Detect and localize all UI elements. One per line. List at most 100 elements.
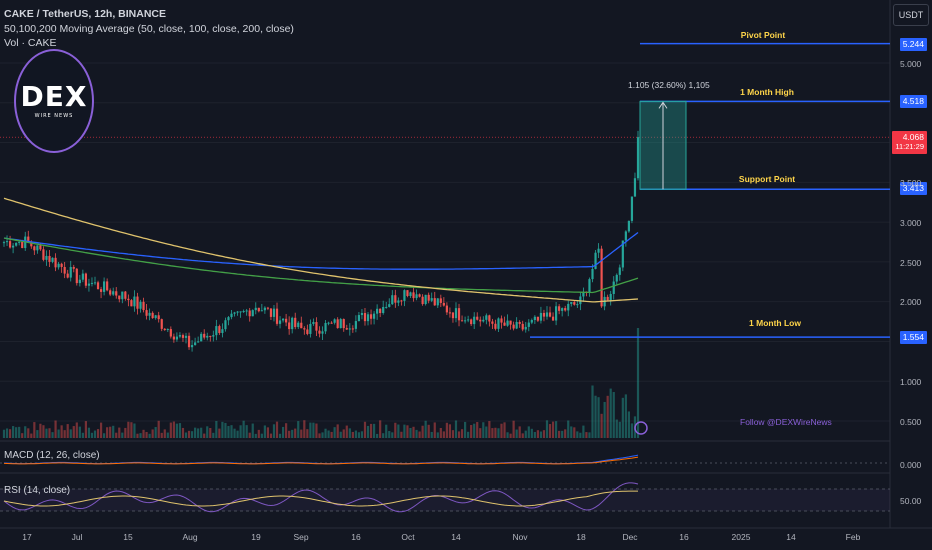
- candle: [272, 308, 276, 317]
- volume-bar: [491, 428, 494, 438]
- candle: [485, 315, 488, 320]
- candle: [551, 316, 555, 321]
- candle: [494, 323, 497, 329]
- candle: [366, 314, 370, 322]
- volume-bar: [239, 425, 242, 438]
- candle: [215, 326, 218, 336]
- candle: [63, 266, 66, 274]
- candle: [363, 312, 367, 322]
- volume-bar: [451, 430, 455, 438]
- volume-legend[interactable]: Vol · CAKE: [4, 37, 57, 49]
- volume-bar: [536, 430, 539, 438]
- candle: [294, 317, 297, 328]
- volume-bar: [54, 420, 57, 438]
- volume-bar: [106, 427, 109, 438]
- candle: [412, 292, 415, 299]
- volume-bar: [236, 430, 239, 438]
- volume-bar: [551, 421, 555, 438]
- volume-bar: [354, 430, 357, 438]
- rsi-label[interactable]: RSI (14, close): [4, 485, 71, 496]
- month-low-label: 1 Month Low: [749, 318, 801, 328]
- candle: [112, 291, 115, 295]
- candle: [394, 295, 397, 303]
- volume-bar: [69, 429, 72, 438]
- candle: [457, 308, 461, 321]
- y-tick: 2.500: [900, 258, 922, 268]
- candle: [424, 294, 427, 305]
- volume-bar: [406, 425, 409, 438]
- volume-bar: [318, 433, 321, 438]
- volume-bar: [263, 425, 266, 438]
- candle: [360, 312, 364, 316]
- volume-bar: [448, 424, 452, 438]
- volume-bar: [615, 419, 618, 438]
- volume-bar: [470, 425, 473, 438]
- candle: [573, 302, 576, 305]
- candle: [427, 294, 430, 301]
- volume-bar: [612, 392, 615, 438]
- candle: [130, 300, 133, 307]
- volume-bar: [121, 432, 124, 438]
- x-tick: Oct: [401, 532, 415, 542]
- volume-bar: [275, 421, 279, 438]
- currency-button[interactable]: USDT: [893, 4, 929, 26]
- volume-bar: [479, 428, 482, 438]
- dex-logo: DEX WIRE NEWS: [14, 49, 94, 153]
- volume-bar: [72, 426, 75, 438]
- ma-legend[interactable]: 50,100,200 Moving Average (50, close, 10…: [4, 23, 294, 35]
- volume-bar: [412, 426, 415, 438]
- volume-bar: [139, 433, 142, 438]
- volume-bar: [366, 425, 370, 438]
- volume-bar: [564, 429, 567, 438]
- candle: [554, 306, 558, 321]
- volume-bar: [506, 432, 509, 438]
- volume-bar: [527, 426, 530, 438]
- volume-bar: [385, 424, 388, 438]
- candle: [157, 315, 160, 320]
- volume-bar: [90, 432, 94, 438]
- volume-bar: [488, 421, 491, 438]
- volume-bar: [524, 430, 527, 438]
- volume-bar: [603, 401, 606, 438]
- volume-bar: [621, 397, 624, 438]
- candle: [5, 241, 9, 243]
- candle: [627, 220, 630, 232]
- volume-bar: [609, 388, 612, 438]
- volume-bar: [627, 411, 630, 438]
- y-tick: 0.500: [900, 417, 922, 427]
- candle: [184, 335, 188, 338]
- candle: [445, 305, 448, 313]
- candle: [345, 328, 348, 330]
- candle: [409, 292, 412, 296]
- candle: [212, 335, 215, 337]
- candle: [306, 329, 309, 334]
- candle: [154, 315, 157, 319]
- volume-bar: [254, 433, 257, 438]
- candle: [133, 296, 136, 307]
- volume-bar: [81, 432, 84, 438]
- volume-bar: [618, 421, 621, 438]
- candle: [291, 317, 294, 330]
- volume-bar: [460, 429, 464, 438]
- logo-text: DEX: [20, 80, 88, 113]
- candle: [536, 316, 539, 321]
- volume-bar: [112, 425, 115, 438]
- volume-bar: [124, 427, 127, 438]
- candle: [21, 241, 24, 249]
- x-tick: 18: [576, 532, 586, 542]
- candle: [36, 245, 39, 251]
- x-tick: Feb: [845, 532, 861, 542]
- current-price-value: 4.068: [902, 132, 924, 142]
- volume-bar: [394, 422, 397, 438]
- candle: [96, 282, 100, 290]
- volume-bar: [439, 427, 442, 438]
- volume-bar: [591, 385, 594, 438]
- volume-bar: [36, 430, 39, 438]
- macd-label[interactable]: MACD (12, 26, close): [4, 450, 100, 461]
- candle: [118, 295, 121, 300]
- volume-bar: [266, 427, 270, 438]
- volume-bar: [203, 433, 206, 438]
- volume-bar: [567, 420, 570, 438]
- volume-bar: [476, 422, 479, 438]
